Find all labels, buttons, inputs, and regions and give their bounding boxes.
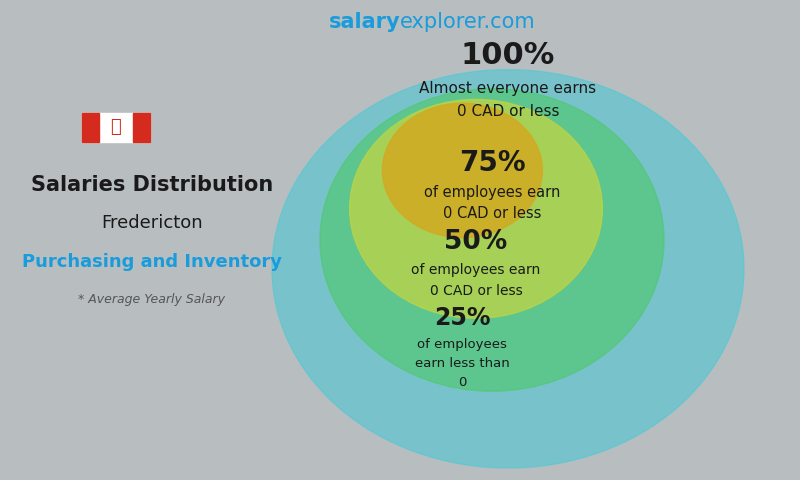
Text: Fredericton: Fredericton bbox=[101, 214, 203, 232]
Ellipse shape bbox=[320, 89, 664, 391]
Text: of employees: of employees bbox=[418, 337, 507, 351]
Text: salary: salary bbox=[328, 12, 400, 32]
Text: 25%: 25% bbox=[434, 306, 490, 330]
Text: Salaries Distribution: Salaries Distribution bbox=[31, 175, 273, 195]
Text: 100%: 100% bbox=[461, 41, 555, 70]
Bar bbox=[133, 113, 150, 142]
Text: 75%: 75% bbox=[458, 149, 526, 177]
Text: explorer.com: explorer.com bbox=[400, 12, 536, 32]
Text: * Average Yearly Salary: * Average Yearly Salary bbox=[78, 293, 226, 307]
Text: 0 CAD or less: 0 CAD or less bbox=[443, 206, 541, 221]
Text: 0: 0 bbox=[458, 376, 466, 389]
Text: earn less than: earn less than bbox=[415, 357, 510, 370]
Text: Almost everyone earns: Almost everyone earns bbox=[419, 81, 597, 96]
Text: Purchasing and Inventory: Purchasing and Inventory bbox=[22, 252, 282, 271]
Text: 🍁: 🍁 bbox=[110, 118, 122, 136]
Text: of employees earn: of employees earn bbox=[424, 184, 560, 200]
Bar bbox=[82, 113, 99, 142]
Bar bbox=[82, 113, 150, 142]
Text: 0 CAD or less: 0 CAD or less bbox=[430, 284, 522, 299]
Ellipse shape bbox=[272, 70, 744, 468]
Text: 0 CAD or less: 0 CAD or less bbox=[457, 104, 559, 119]
Text: of employees earn: of employees earn bbox=[411, 263, 541, 277]
Text: 50%: 50% bbox=[444, 229, 508, 255]
Ellipse shape bbox=[350, 99, 602, 318]
Ellipse shape bbox=[382, 103, 542, 238]
